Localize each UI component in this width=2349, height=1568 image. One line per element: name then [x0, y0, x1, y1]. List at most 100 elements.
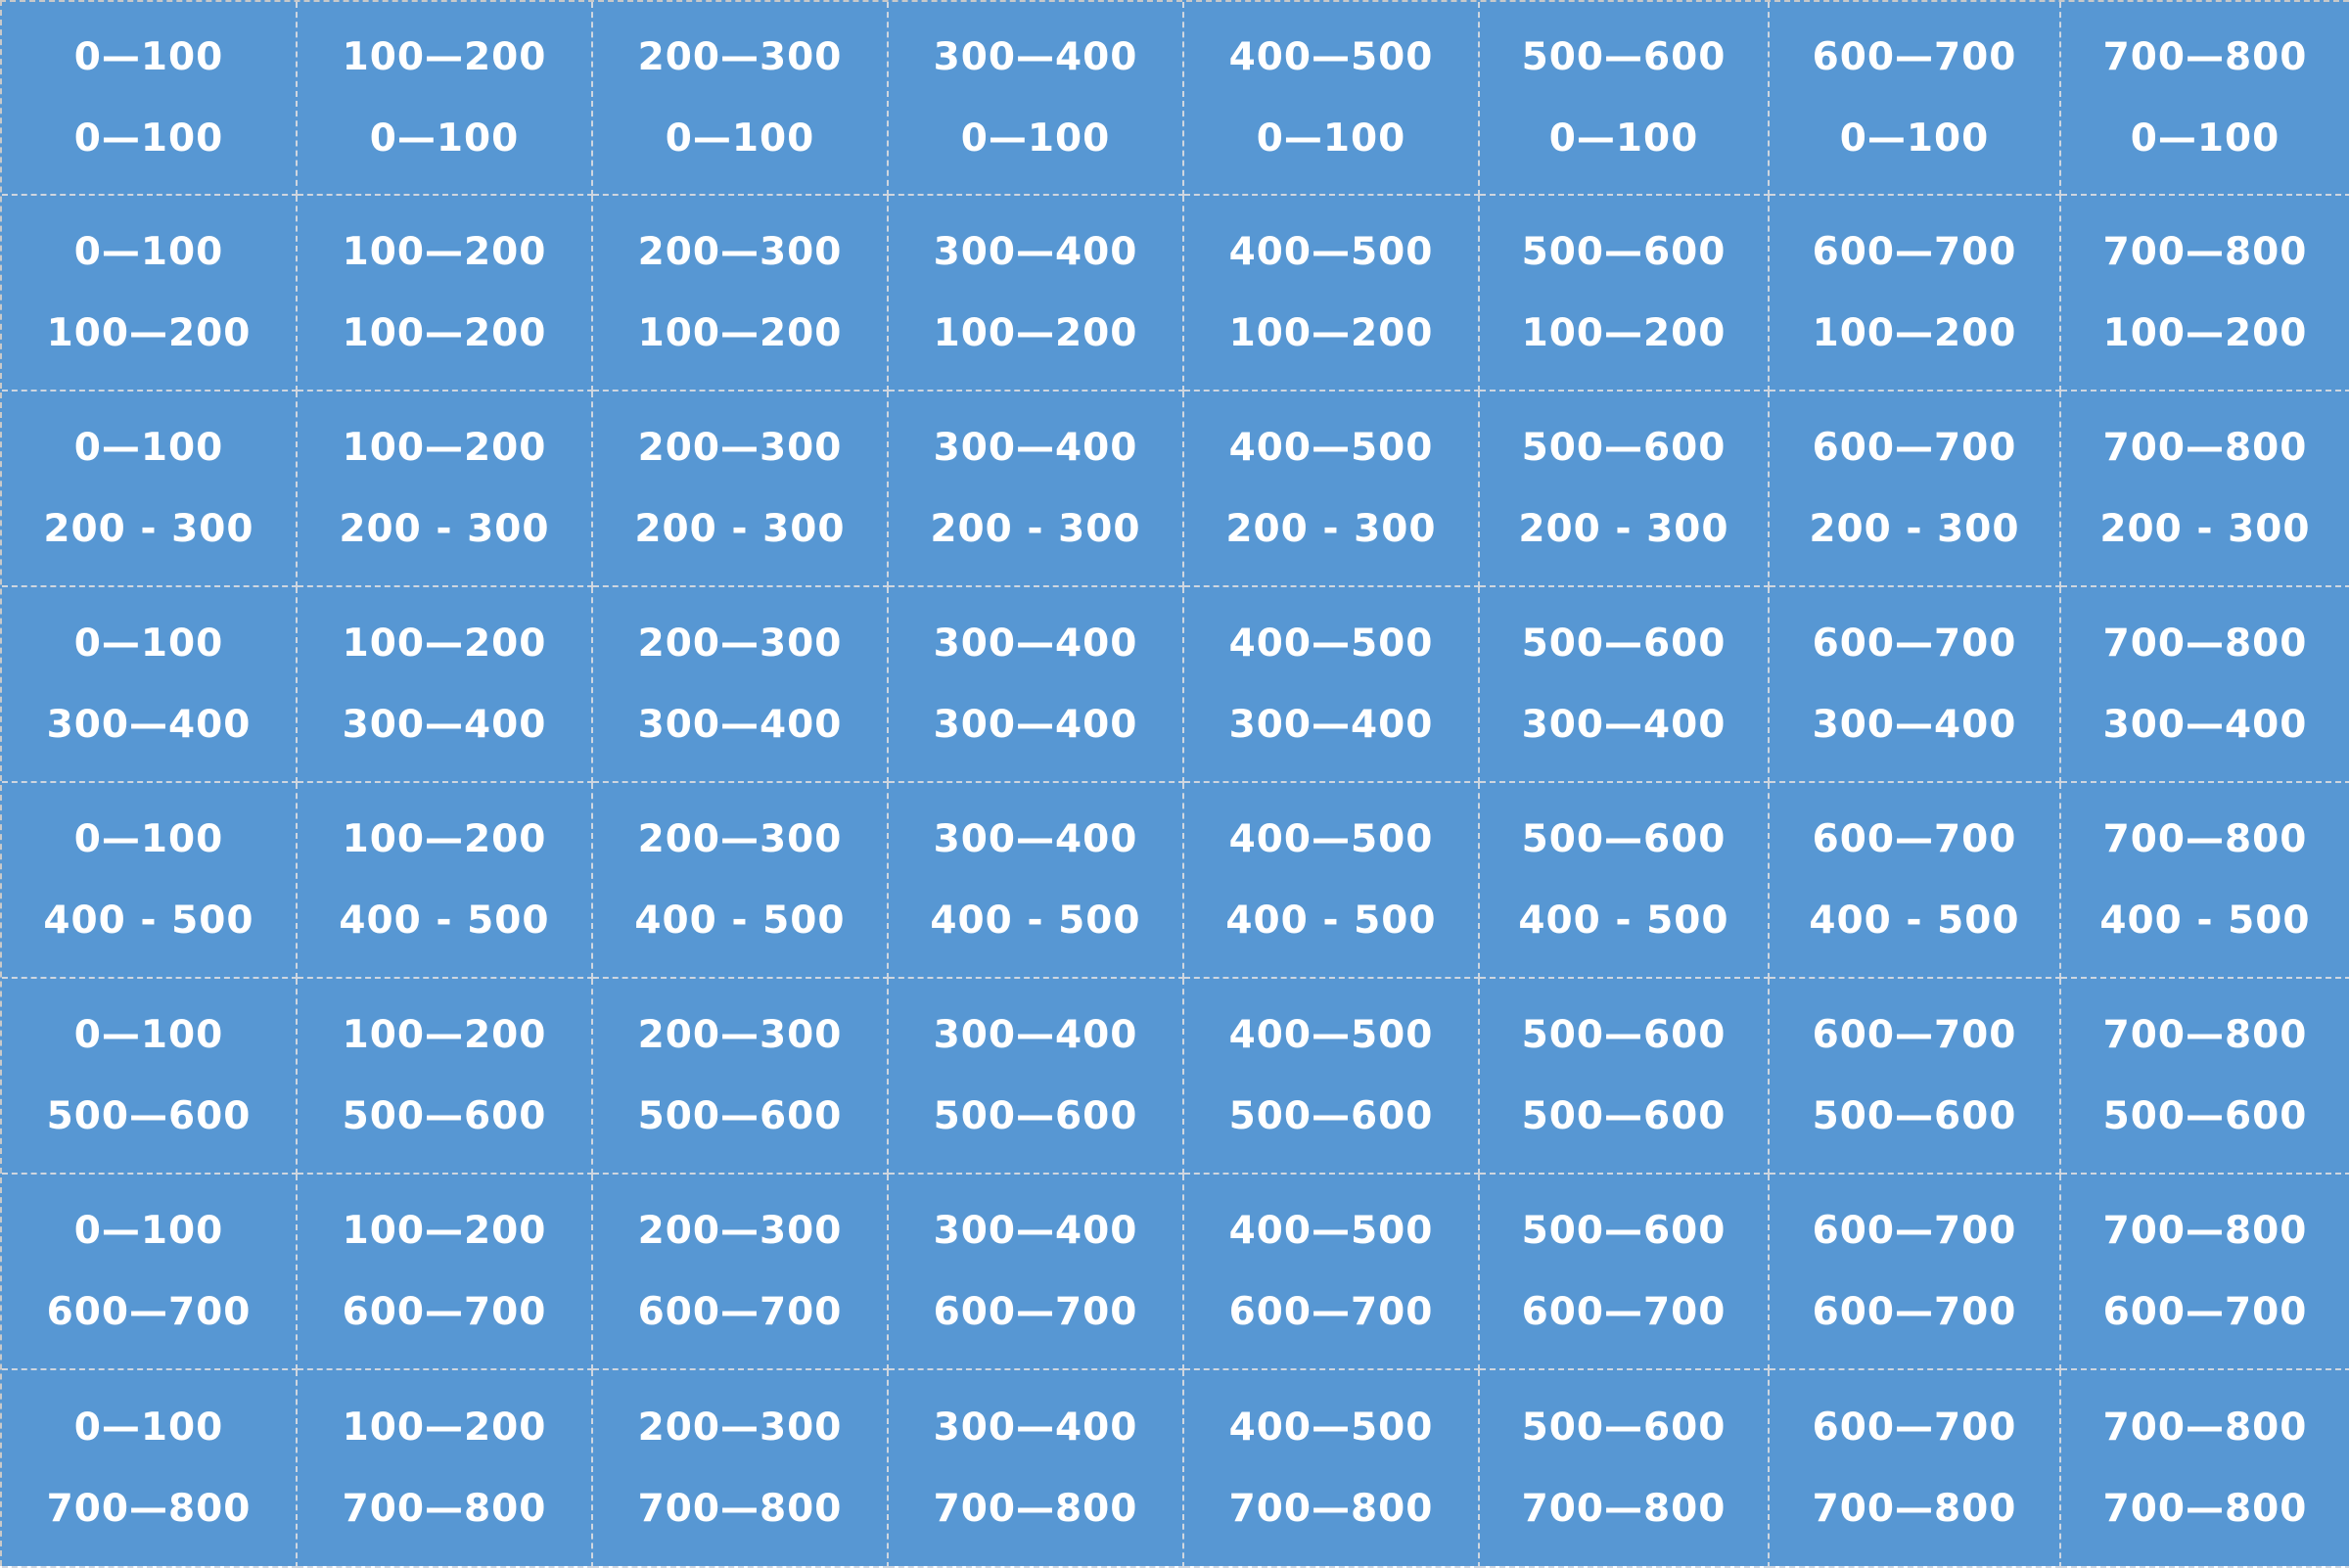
- x-range-label: 100—200: [342, 426, 547, 470]
- x-range-label: 100—200: [342, 1406, 547, 1450]
- x-range-label: 600—700: [1812, 1209, 2017, 1253]
- x-range-label: 500—600: [1521, 817, 1727, 861]
- x-range-label: 0—100: [73, 35, 224, 79]
- y-range-label: 0—100: [2130, 116, 2280, 161]
- x-range-label: 300—400: [933, 1406, 1138, 1450]
- grid-cell: 500—600 200 - 300: [1480, 392, 1770, 587]
- grid-cell: 100—200 600—700: [298, 1175, 593, 1370]
- x-range-label: 700—800: [2102, 426, 2308, 470]
- y-range-label: 100—200: [637, 311, 843, 355]
- grid-cell: 500—600 500—600: [1480, 979, 1770, 1175]
- x-range-label: 0—100: [73, 426, 224, 470]
- x-range-label: 500—600: [1521, 622, 1727, 666]
- grid-cell: 700—800 300—400: [2061, 587, 2349, 783]
- y-range-label: 700—800: [1812, 1487, 2017, 1531]
- x-range-label: 700—800: [2102, 1013, 2308, 1057]
- y-range-label: 600—700: [1812, 1290, 2017, 1334]
- y-range-label: 700—800: [637, 1487, 843, 1531]
- x-range-label: 400—500: [1228, 817, 1434, 861]
- grid-cell: 100—200 100—200: [298, 196, 593, 392]
- grid-cell: 400—500 300—400: [1184, 587, 1480, 783]
- x-range-label: 400—500: [1228, 426, 1434, 470]
- y-range-label: 400 - 500: [339, 899, 550, 943]
- y-range-label: 500—600: [46, 1094, 252, 1138]
- grid-cell: 200—300 100—200: [593, 196, 889, 392]
- y-range-label: 0—100: [369, 116, 520, 161]
- grid-cell: 0—100 0—100: [2, 2, 298, 196]
- x-range-label: 500—600: [1521, 1209, 1727, 1253]
- grid-cell: 300—400 300—400: [889, 587, 1184, 783]
- grid-cell: 400—500 700—800: [1184, 1370, 1480, 1568]
- grid-cell: 300—400 0—100: [889, 2, 1184, 196]
- y-range-label: 200 - 300: [1809, 507, 2020, 551]
- y-range-label: 700—800: [1521, 1487, 1727, 1531]
- grid-cell: 0—100 200 - 300: [2, 392, 298, 587]
- grid-cell: 600—700 400 - 500: [1770, 783, 2061, 979]
- x-range-label: 200—300: [637, 1406, 843, 1450]
- grid-cell: 100—200 500—600: [298, 979, 593, 1175]
- x-range-label: 700—800: [2102, 817, 2308, 861]
- grid-cell: 0—100 600—700: [2, 1175, 298, 1370]
- x-range-label: 400—500: [1228, 1406, 1434, 1450]
- y-range-label: 100—200: [342, 311, 547, 355]
- y-range-label: 0—100: [1256, 116, 1406, 161]
- y-range-label: 0—100: [665, 116, 815, 161]
- y-range-label: 400 - 500: [43, 899, 254, 943]
- grid-cell: 200—300 700—800: [593, 1370, 889, 1568]
- x-range-label: 200—300: [637, 35, 843, 79]
- x-range-label: 700—800: [2102, 35, 2308, 79]
- grid-cell: 300—400 400 - 500: [889, 783, 1184, 979]
- x-range-label: 100—200: [342, 230, 547, 274]
- y-range-label: 300—400: [1228, 703, 1434, 747]
- grid-cell: 100—200 0—100: [298, 2, 593, 196]
- x-range-label: 300—400: [933, 622, 1138, 666]
- grid-cell: 700—800 600—700: [2061, 1175, 2349, 1370]
- x-range-label: 100—200: [342, 622, 547, 666]
- y-range-label: 500—600: [637, 1094, 843, 1138]
- x-range-label: 600—700: [1812, 426, 2017, 470]
- y-range-label: 600—700: [1228, 1290, 1434, 1334]
- grid-cell: 700—800 700—800: [2061, 1370, 2349, 1568]
- x-range-label: 700—800: [2102, 230, 2308, 274]
- grid-cell: 300—400 500—600: [889, 979, 1184, 1175]
- y-range-label: 300—400: [1812, 703, 2017, 747]
- y-range-label: 500—600: [1228, 1094, 1434, 1138]
- y-range-label: 400 - 500: [2099, 899, 2311, 943]
- x-range-label: 600—700: [1812, 1013, 2017, 1057]
- grid-cell: 300—400 700—800: [889, 1370, 1184, 1568]
- grid-cell: 400—500 200 - 300: [1184, 392, 1480, 587]
- y-range-label: 300—400: [637, 703, 843, 747]
- y-range-label: 300—400: [2102, 703, 2308, 747]
- x-range-label: 200—300: [637, 230, 843, 274]
- grid-cell: 200—300 200 - 300: [593, 392, 889, 587]
- x-range-label: 300—400: [933, 230, 1138, 274]
- y-range-label: 400 - 500: [930, 899, 1141, 943]
- y-range-label: 400 - 500: [634, 899, 846, 943]
- y-range-label: 600—700: [1521, 1290, 1727, 1334]
- x-range-label: 500—600: [1521, 426, 1727, 470]
- grid-cell: 500—600 400 - 500: [1480, 783, 1770, 979]
- y-range-label: 700—800: [46, 1487, 252, 1531]
- grid-cell: 500—600 700—800: [1480, 1370, 1770, 1568]
- x-range-label: 700—800: [2102, 1209, 2308, 1253]
- grid-cell: 200—300 300—400: [593, 587, 889, 783]
- x-range-label: 200—300: [637, 1013, 843, 1057]
- grid-cell: 400—500 400 - 500: [1184, 783, 1480, 979]
- grid-cell: 500—600 0—100: [1480, 2, 1770, 196]
- y-range-label: 200 - 300: [339, 507, 550, 551]
- y-range-label: 0—100: [1839, 116, 1990, 161]
- y-range-label: 0—100: [73, 116, 224, 161]
- x-range-label: 200—300: [637, 622, 843, 666]
- y-range-label: 0—100: [960, 116, 1111, 161]
- y-range-label: 700—800: [342, 1487, 547, 1531]
- grid-cell: 100—200 400 - 500: [298, 783, 593, 979]
- y-range-label: 600—700: [46, 1290, 252, 1334]
- x-range-label: 0—100: [73, 622, 224, 666]
- x-range-label: 400—500: [1228, 622, 1434, 666]
- y-range-label: 100—200: [1812, 311, 2017, 355]
- x-range-label: 200—300: [637, 817, 843, 861]
- x-range-label: 600—700: [1812, 817, 2017, 861]
- x-range-label: 600—700: [1812, 35, 2017, 79]
- y-range-label: 200 - 300: [43, 507, 254, 551]
